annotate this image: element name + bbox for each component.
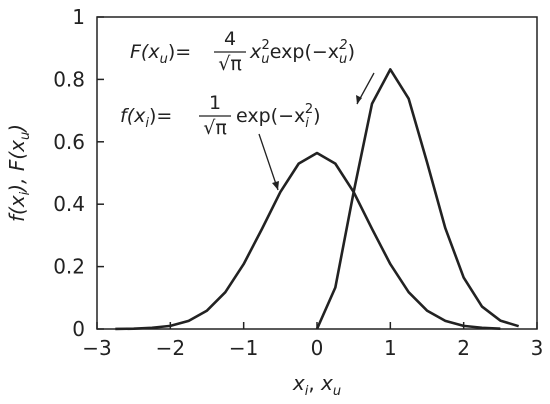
x-axis-label: xi, xu [292, 371, 341, 399]
y-axis-label: f(xi), F(xu) [5, 124, 33, 222]
annotation-text: xu2exp(−xu2) [249, 38, 355, 67]
arrow [258, 133, 279, 191]
denominator: √π [218, 53, 242, 75]
numerator: 4 [224, 28, 236, 50]
x-tick-label: 0 [311, 336, 324, 360]
x-tick-label: 3 [531, 336, 544, 360]
y-tick-label: 0 [72, 317, 85, 341]
annotation: F(xu)= 4 √π xu2exp(−xu2) [130, 28, 355, 75]
y-tick-label: 0.2 [53, 255, 85, 279]
annotation-text: F(xu)= [130, 41, 191, 67]
x-tick-label: −3 [82, 336, 111, 360]
arrow-head [356, 95, 362, 104]
x-tick-label: −2 [156, 336, 185, 360]
annotation-text: exp(−xi2) [236, 102, 321, 131]
curve [115, 151, 501, 331]
y-tick-label: 0.6 [53, 130, 85, 154]
x-tick-label: −1 [229, 336, 258, 360]
arrow-head [272, 181, 279, 190]
y-tick-label: 0.4 [53, 192, 85, 216]
curve [315, 68, 520, 330]
annotation-text: f(xi)= [120, 105, 172, 131]
numerator: 1 [209, 92, 221, 114]
denominator: √π [203, 117, 227, 139]
x-tick-label: 2 [457, 336, 470, 360]
annotation: f(xi)= 1 √π exp(−xi2) [120, 92, 321, 139]
x-tick-label: 1 [384, 336, 397, 360]
y-tick-label: 1 [72, 5, 85, 29]
y-tick-label: 0.8 [53, 67, 85, 91]
